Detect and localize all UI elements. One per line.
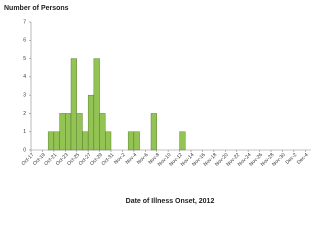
y-tick-label: 6 [23,38,26,44]
y-tick-label: 3 [23,92,26,98]
x-axis-label: Date of Illness Onset, 2012 [126,198,215,205]
bar [47,131,55,151]
x-tick-label: Nov-30 [271,152,287,168]
bar [70,58,77,151]
y-tick-label: 1 [23,129,26,135]
bar [82,131,89,151]
y-tick-label: 2 [23,111,26,117]
y-tick-label: 7 [23,19,26,25]
x-tick-label: Nov-4 [125,152,139,166]
bar [127,131,135,151]
y-axis-label: Number of Persons [4,5,69,12]
bar [105,131,112,151]
bar [99,113,106,151]
chart: Number of Persons Date of Illness Onset,… [4,5,311,205]
x-tick-label: Dec-4 [296,152,310,166]
bar [59,113,66,151]
bar [53,131,60,151]
bar [76,113,83,151]
x-tick-label: Dec-2 [285,152,299,166]
y-tick-label: 0 [23,147,26,153]
x-tick-label: Nov-2 [113,152,127,166]
y-tick-label: 5 [23,56,26,62]
bar [87,94,95,151]
x-tick-label: Nov-6 [136,152,150,166]
bar [133,131,140,151]
bar [179,131,186,151]
y-tick-label: 4 [23,74,26,80]
bar [150,113,157,151]
bar [93,58,100,151]
bar [65,113,72,151]
x-tick-label: Oct-31 [100,152,115,167]
